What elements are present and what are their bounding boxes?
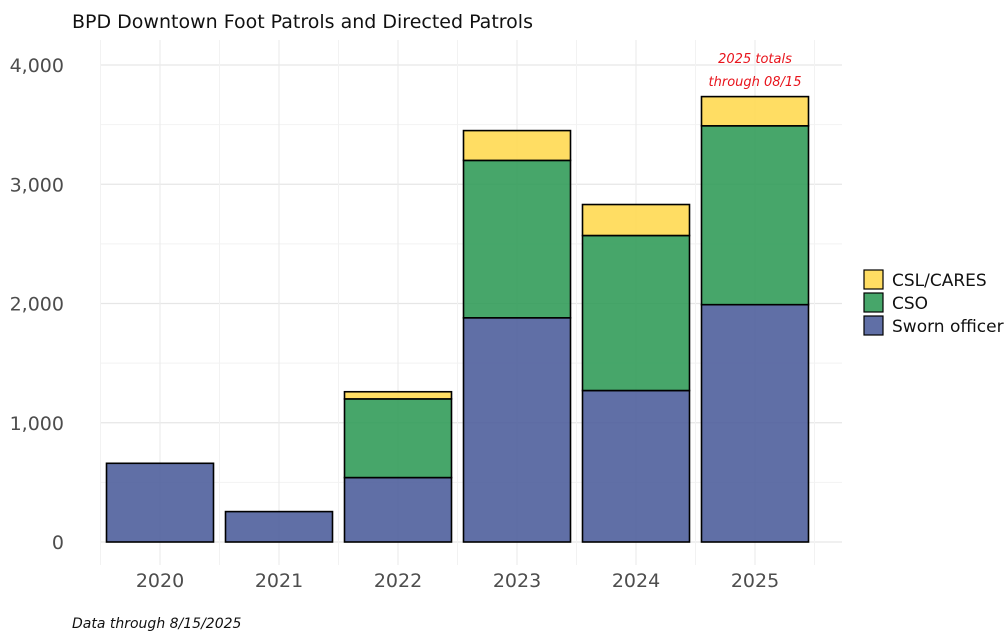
bar-segment-sworn-officer-2021: [224, 510, 334, 543]
annotation-text: through 08/15: [709, 75, 802, 90]
x-axis-ticks: 2020 2021 2022 2023 2024 2025: [136, 570, 779, 592]
x-tick-label: 2024: [612, 570, 660, 592]
legend-label: Sworn officer: [892, 317, 1004, 337]
legend-swatch: [863, 292, 884, 313]
bar-segment-sworn-officer-2023: [462, 317, 572, 543]
y-axis-ticks: 0 1,000 2,000 3,000 4,000: [10, 55, 64, 554]
bars: [105, 95, 810, 543]
bar-segment-sworn-officer-2024: [581, 389, 691, 543]
bar-segment-cso-2023: [462, 159, 572, 319]
bar-segment-sworn-officer-2020: [105, 462, 215, 543]
bar-segment-csl-cares-2022: [343, 390, 453, 400]
annotation-text: 2025 totals: [718, 52, 792, 67]
bar-segment-csl-cares-2024: [581, 203, 691, 237]
x-tick-label: 2022: [374, 570, 422, 592]
bar-segment-cso-2024: [581, 234, 691, 392]
legend: CSL/CARES CSO Sworn officer: [863, 269, 1004, 337]
legend-label: CSO: [892, 294, 928, 314]
chart-title: BPD Downtown Foot Patrols and Directed P…: [72, 11, 533, 33]
y-tick-label: 2,000: [10, 294, 64, 316]
x-tick-label: 2020: [136, 570, 184, 592]
legend-swatch: [863, 315, 884, 336]
bar-segment-cso-2022: [343, 398, 453, 479]
bar-segment-csl-cares-2023: [462, 129, 572, 162]
legend-label: CSL/CARES: [892, 271, 987, 291]
y-tick-label: 1,000: [10, 413, 64, 435]
bar-segment-csl-cares-2025: [700, 95, 810, 127]
annotation: 2025 totals through 08/15: [709, 52, 802, 90]
bar-segment-cso-2025: [700, 125, 810, 306]
x-tick-label: 2021: [255, 570, 303, 592]
bar-segment-sworn-officer-2022: [343, 476, 453, 543]
x-tick-label: 2023: [493, 570, 541, 592]
y-tick-label: 4,000: [10, 55, 64, 77]
bar-segment-sworn-officer-2025: [700, 303, 810, 543]
y-tick-label: 3,000: [10, 174, 64, 196]
y-tick-label: 0: [52, 532, 64, 554]
x-tick-label: 2025: [731, 570, 779, 592]
caption: Data through 8/15/2025: [72, 616, 242, 632]
legend-swatch: [863, 269, 884, 290]
